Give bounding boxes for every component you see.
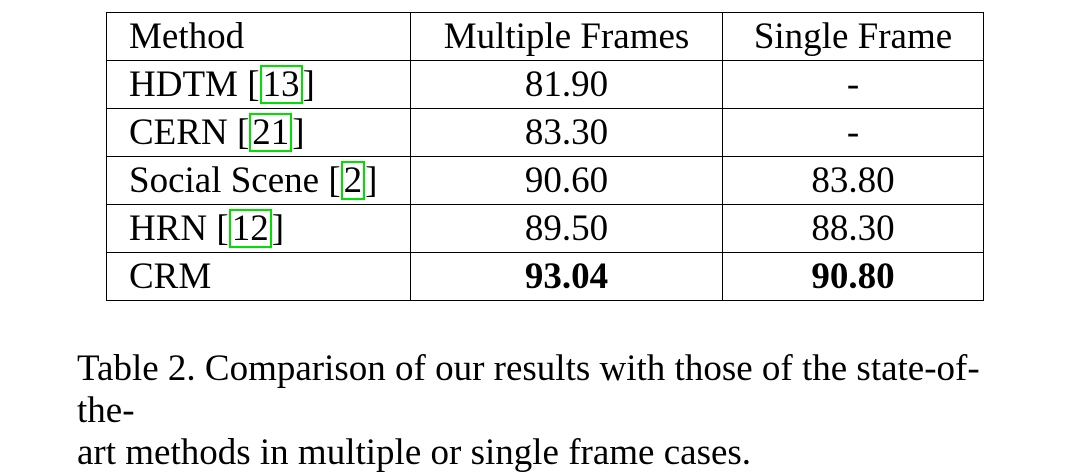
citation-link[interactable]: 2 bbox=[340, 160, 366, 201]
single-frame-value: 88.30 bbox=[722, 204, 984, 253]
multiple-frames-value: 89.50 bbox=[410, 204, 723, 253]
results-table: Method Multiple Frames Single Frame HDTM… bbox=[106, 12, 984, 301]
table-row: CERN [21] 83.30 - bbox=[106, 108, 984, 157]
method-cell: HRN [12] bbox=[106, 204, 411, 253]
method-name: CERN bbox=[129, 111, 228, 153]
caption-line-1: Table 2. Comparison of our results with … bbox=[77, 348, 980, 431]
multiple-frames-value: 90.60 bbox=[410, 156, 723, 205]
header-method: Method bbox=[106, 12, 411, 61]
header-multiple-frames: Multiple Frames bbox=[410, 12, 723, 61]
multiple-frames-value: 93.04 bbox=[410, 252, 723, 301]
single-frame-value: 90.80 bbox=[722, 252, 984, 301]
table-caption: Table 2. Comparison of our results with … bbox=[77, 348, 1027, 474]
single-frame-value: 83.80 bbox=[722, 156, 984, 205]
table-header-row: Method Multiple Frames Single Frame bbox=[106, 12, 984, 61]
multiple-frames-value: 81.90 bbox=[410, 60, 723, 109]
header-single-frame: Single Frame bbox=[722, 12, 984, 61]
method-name: HRN bbox=[129, 207, 208, 249]
citation-link[interactable]: 13 bbox=[259, 64, 303, 105]
caption-line-2: art methods in multiple or single frame … bbox=[77, 432, 752, 473]
method-cell: CRM bbox=[106, 252, 411, 301]
citation-link[interactable]: 21 bbox=[249, 112, 293, 153]
method-name: Social Scene bbox=[129, 159, 320, 201]
method-cell: CERN [21] bbox=[106, 108, 411, 157]
multiple-frames-value: 83.30 bbox=[410, 108, 723, 157]
method-name: CRM bbox=[129, 256, 212, 297]
method-cell: Social Scene [2] bbox=[106, 156, 411, 205]
method-name: HDTM bbox=[129, 63, 238, 105]
table-row: Social Scene [2] 90.60 83.80 bbox=[106, 156, 984, 205]
single-frame-value: - bbox=[722, 108, 984, 157]
table-row-ours: CRM 93.04 90.80 bbox=[106, 252, 984, 301]
method-cell: HDTM [13] bbox=[106, 60, 411, 109]
citation-link[interactable]: 12 bbox=[228, 208, 272, 249]
table-row: HDTM [13] 81.90 - bbox=[106, 60, 984, 109]
single-frame-value: - bbox=[722, 60, 984, 109]
table-row: HRN [12] 89.50 88.30 bbox=[106, 204, 984, 253]
